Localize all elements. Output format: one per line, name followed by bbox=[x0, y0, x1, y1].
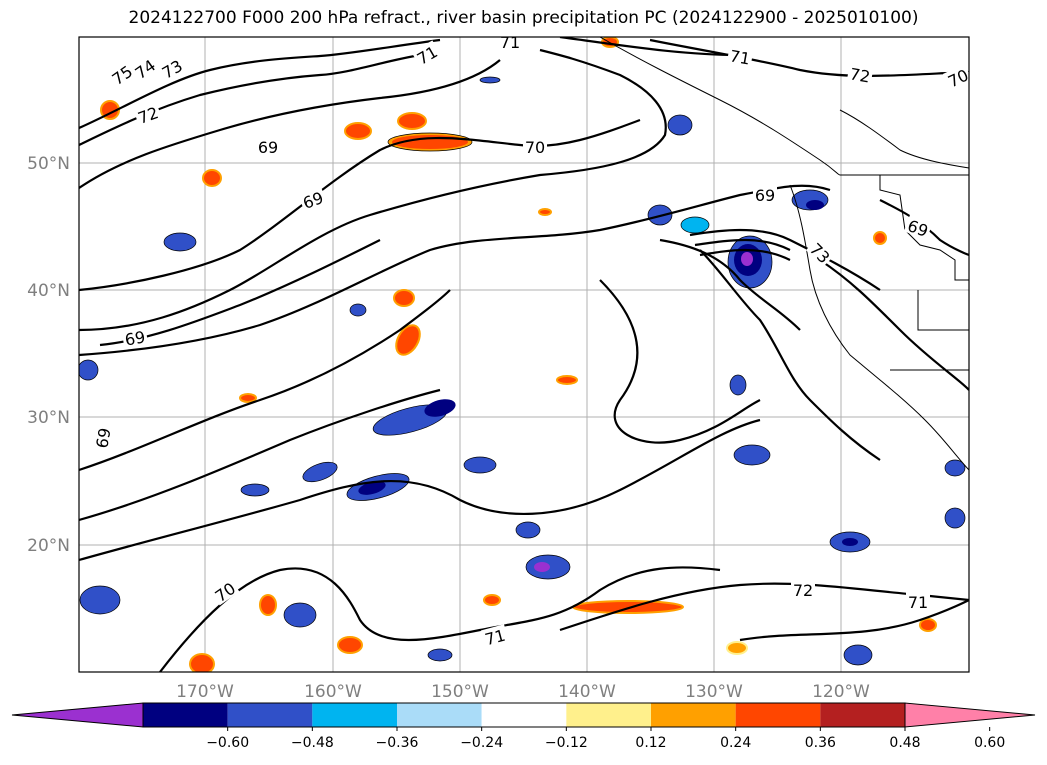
lon-label: 140°W bbox=[558, 682, 616, 702]
contour-label: 70 bbox=[523, 137, 547, 157]
colorbar-swatch bbox=[227, 703, 313, 727]
colorbar-swatch bbox=[566, 703, 651, 727]
colorbar-swatch bbox=[820, 703, 905, 727]
graticule bbox=[79, 37, 969, 672]
svg-text:72: 72 bbox=[848, 64, 871, 86]
precip-shading bbox=[79, 37, 966, 672]
svg-text:71: 71 bbox=[728, 46, 751, 68]
svg-text:69: 69 bbox=[258, 138, 278, 157]
svg-text:70: 70 bbox=[525, 138, 545, 157]
colorbar-extend-max bbox=[904, 702, 1036, 728]
colorbar-swatch bbox=[312, 703, 397, 727]
lon-label: 160°W bbox=[304, 682, 362, 702]
svg-text:71: 71 bbox=[483, 626, 508, 650]
contour-label: 71 bbox=[480, 624, 509, 650]
lat-label: 20°N bbox=[27, 536, 70, 556]
contour-label: 69 bbox=[91, 424, 115, 452]
contour-label: 71 bbox=[726, 45, 754, 69]
colorbar-tick-label: −0.24 bbox=[460, 735, 503, 751]
lat-label: 50°N bbox=[27, 154, 70, 174]
lon-label: 170°W bbox=[176, 682, 234, 702]
svg-text:72: 72 bbox=[793, 581, 813, 600]
colorbar-extend-min bbox=[11, 702, 144, 728]
contour-label: 69 bbox=[121, 326, 149, 350]
lon-label: 150°W bbox=[431, 682, 489, 702]
coastlines bbox=[599, 37, 969, 471]
contour-label: 72 bbox=[791, 580, 815, 600]
colorbar-tick-label: 0.60 bbox=[974, 735, 1005, 751]
contour-label: 71 bbox=[498, 33, 522, 52]
svg-text:69: 69 bbox=[755, 186, 775, 205]
lon-label: 130°W bbox=[685, 682, 743, 702]
colorbar-swatch bbox=[397, 703, 482, 727]
colorbar-tick-label: −0.48 bbox=[291, 735, 334, 751]
colorbar-swatch bbox=[143, 703, 228, 727]
colorbar-swatch bbox=[481, 703, 567, 727]
colorbar-tick-label: −0.60 bbox=[206, 735, 249, 751]
contour-label: 69 bbox=[753, 185, 777, 205]
svg-text:69: 69 bbox=[92, 426, 114, 449]
contour-label: 72 bbox=[846, 63, 874, 87]
colorbar: −0.60 −0.48 −0.36 −0.24 −0.12 0.12 0.24 0.36 0.4… bbox=[11, 702, 1036, 751]
colorbar-tick-label: 0.24 bbox=[720, 735, 751, 751]
contour-label: 69 bbox=[256, 137, 280, 157]
colorbar-tick-label: 0.48 bbox=[889, 735, 920, 751]
colorbar-tick-label: 0.36 bbox=[805, 735, 836, 751]
colorbar-tick-label: −0.12 bbox=[545, 735, 588, 751]
lon-label: 120°W bbox=[812, 682, 870, 702]
colorbar-tick-label: 0.12 bbox=[635, 735, 666, 751]
colorbar-swatch bbox=[651, 703, 736, 727]
colorbar-swatch bbox=[735, 703, 821, 727]
contour-label: 71 bbox=[906, 592, 930, 612]
svg-text:71: 71 bbox=[908, 593, 928, 612]
lat-label: 30°N bbox=[27, 408, 70, 428]
svg-text:71: 71 bbox=[500, 33, 520, 52]
figure-title: 2024122700 F000 200 hPa refract., river … bbox=[128, 8, 919, 28]
lat-label: 40°N bbox=[27, 281, 70, 301]
svg-text:69: 69 bbox=[123, 327, 146, 349]
colorbar-tick-label: −0.36 bbox=[376, 735, 419, 751]
